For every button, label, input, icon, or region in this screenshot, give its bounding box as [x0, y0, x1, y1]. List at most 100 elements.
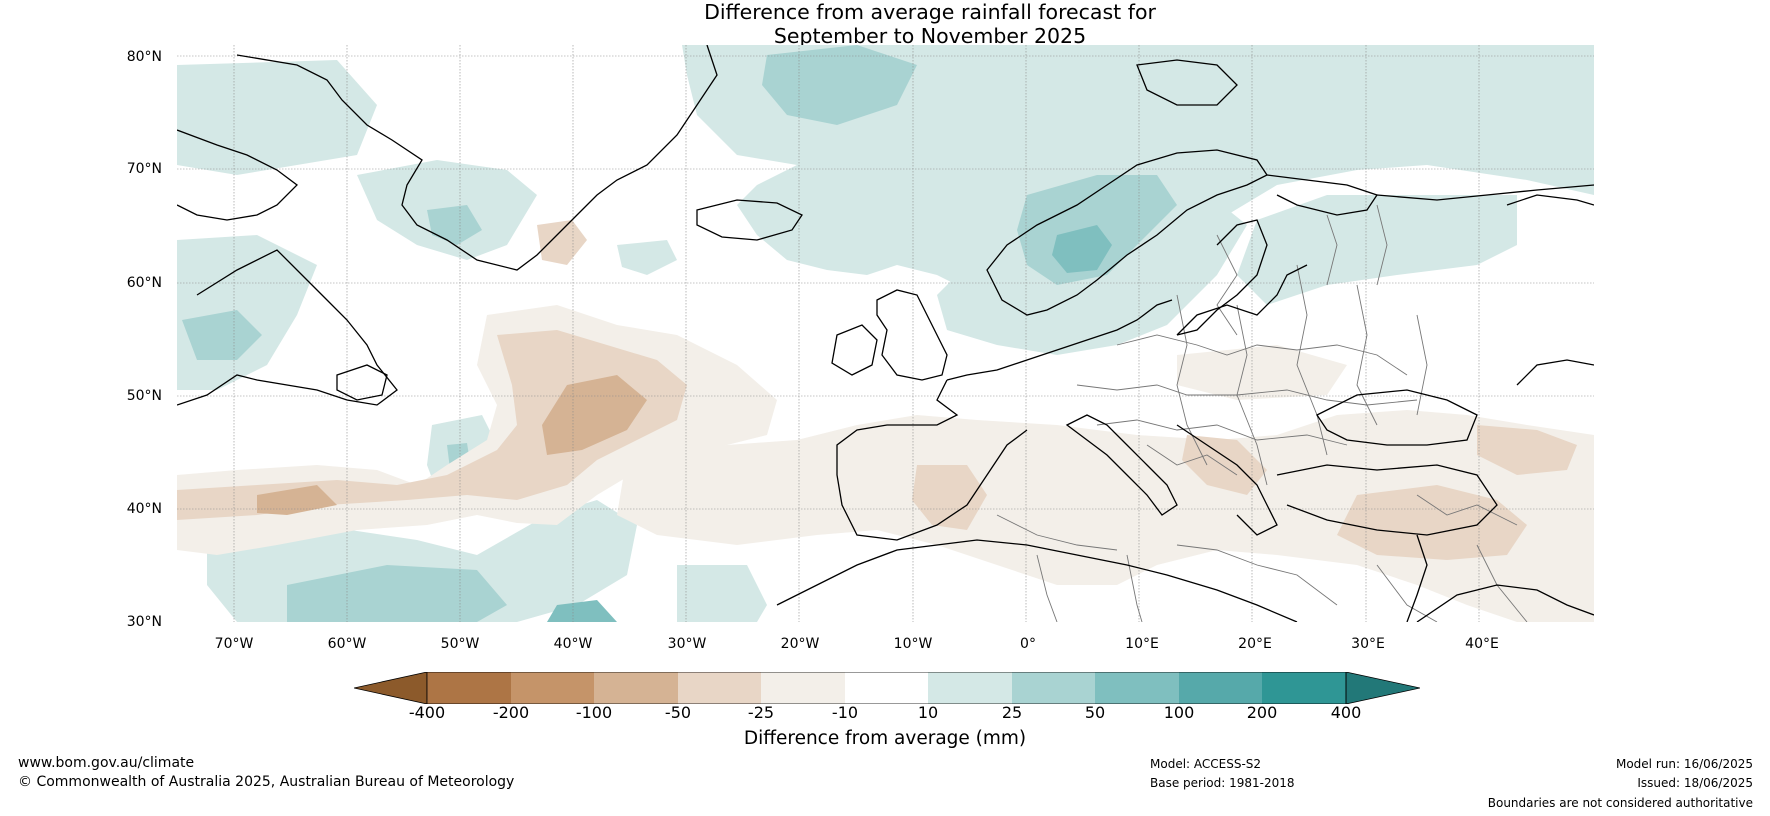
colorbar-tick-10: 200	[1246, 703, 1278, 722]
coast-caspian	[1516, 359, 1594, 386]
country-borders	[996, 204, 1528, 622]
colorbar-bin-8	[1012, 672, 1095, 704]
dry-region-turkey	[1337, 485, 1527, 560]
colorbar-tick-1: -200	[492, 703, 530, 722]
wet-region-baffin	[177, 60, 377, 175]
base-period: Base period: 1981-2018	[1150, 776, 1295, 790]
colorbar-bin-5	[761, 672, 845, 704]
lat-label-50n: 50°N	[126, 388, 162, 404]
map-canvas	[177, 45, 1594, 622]
lon-label-60w: 60°W	[327, 636, 367, 652]
colorbar-tick-11: 400	[1330, 703, 1362, 722]
lat-label-70n: 70°N	[126, 161, 162, 177]
lat-label-60n: 60°N	[126, 275, 162, 291]
lon-label-10e: 10°E	[1125, 636, 1159, 652]
wet-region-greenland-north	[762, 45, 917, 125]
dry-anomaly-layer	[177, 220, 1594, 622]
colorbar-tick-7: 25	[1001, 703, 1023, 722]
wet-region-mid-atlantic-small	[617, 240, 677, 275]
colorbar-tick-8: 50	[1084, 703, 1106, 722]
colorbar-extend-high	[1345, 672, 1420, 704]
lon-label-10w: 10°W	[893, 636, 933, 652]
coast-africa	[776, 539, 1298, 622]
coast-baltic	[1176, 264, 1308, 336]
coast-norway	[986, 149, 1268, 316]
wet-region-labrador-core	[182, 310, 262, 360]
coast-italy	[1065, 414, 1178, 516]
copyright-text: © Commonwealth of Australia 2025, Austra…	[18, 774, 515, 790]
colorbar-label: Difference from average (mm)	[743, 728, 1027, 749]
dry-region-central-europe	[1177, 345, 1347, 400]
colorbar-tick-9: 100	[1163, 703, 1195, 722]
website-link[interactable]: www.bom.gov.au/climate	[18, 755, 195, 771]
wet-region-east-atlantic	[677, 565, 767, 622]
coast-novaya	[1506, 194, 1594, 206]
rainfall-map: 80°N 70°N 60°N 50°N 40°N 30°N	[127, 45, 1594, 630]
lon-label-30w: 30°W	[667, 636, 707, 652]
colorbar-bin-3	[594, 672, 678, 704]
model-name: Model: ACCESS-S2	[1150, 757, 1262, 771]
lat-label-80n: 80°N	[126, 49, 162, 65]
lon-label-0: 0°	[1020, 636, 1036, 652]
colorbar-tick-6: 10	[917, 703, 939, 722]
dry-region-central-atlantic-core	[542, 375, 647, 455]
coast-red-sea	[1416, 584, 1594, 622]
coast-svalbard	[1136, 59, 1238, 106]
lon-label-40e: 40°E	[1465, 636, 1499, 652]
colorbar-tick-4: -25	[747, 703, 775, 722]
dry-region-west-band-core	[257, 485, 337, 515]
coast-kola	[1266, 174, 1379, 216]
lon-label-20w: 20°W	[780, 636, 820, 652]
wet-region-scandinavia	[1237, 195, 1517, 305]
coast-baffin	[177, 129, 298, 221]
issued-date: Issued: 18/06/2025	[1637, 776, 1753, 790]
lat-label-40n: 40°N	[126, 501, 162, 517]
coast-turkey	[1276, 464, 1498, 536]
coast-greenland	[236, 45, 718, 271]
coast-europe-west	[946, 299, 1173, 381]
coast-balkans	[1176, 424, 1278, 536]
coast-france-iberia	[836, 379, 1028, 541]
colorbar-bin-2	[511, 672, 594, 704]
lon-label-20e: 20°E	[1238, 636, 1272, 652]
colorbar-bin-4	[678, 672, 761, 704]
colorbar-tick-2: -100	[575, 703, 613, 722]
lon-label-50w: 50°W	[440, 636, 480, 652]
lon-label-70w: 70°W	[214, 636, 254, 652]
title-line-2: September to November 2025	[773, 24, 1087, 48]
coast-labrador	[177, 249, 398, 406]
wet-region-subtropic-core	[287, 565, 507, 622]
coastlines	[177, 45, 1594, 622]
model-run-date: Model run: 16/06/2025	[1615, 757, 1753, 771]
wet-region-south-greenland-core	[427, 205, 482, 245]
wet-region-norway-core	[1052, 225, 1112, 273]
dry-region-europe-south	[617, 410, 1594, 622]
dry-region-greenland-tip	[537, 220, 587, 265]
colorbar-bin-11	[1262, 672, 1346, 704]
colorbar-bin-9	[1095, 672, 1179, 704]
colorbar	[354, 672, 1420, 704]
colorbar-bin-1	[427, 672, 511, 704]
coast-ireland	[831, 324, 878, 376]
colorbar-tick-5: -10	[831, 703, 859, 722]
coast-russia-north	[1376, 184, 1594, 201]
coast-bothnia	[1176, 219, 1268, 336]
colorbar-extend-low	[354, 672, 428, 704]
colorbar-tick-3: -50	[664, 703, 692, 722]
colorbar-bin-6	[845, 672, 928, 704]
map-title: Difference from average rainfall forecas…	[0, 0, 1770, 48]
wet-anomaly-layer	[177, 45, 1594, 622]
coast-black-sea	[1316, 389, 1478, 446]
lat-label-30n: 30°N	[126, 614, 162, 630]
dry-region-caspian	[1477, 425, 1577, 475]
coast-levant	[1406, 534, 1428, 622]
coast-newfoundland	[336, 364, 388, 401]
title-line-1: Difference from average rainfall forecas…	[704, 0, 1156, 24]
dry-region-balkans	[1182, 435, 1267, 495]
coast-uk	[876, 289, 948, 381]
lon-label-40w: 40°W	[553, 636, 593, 652]
colorbar-bin-7	[928, 672, 1012, 704]
colorbar-bin-10	[1179, 672, 1262, 704]
colorbar-tick-0: -400	[408, 703, 446, 722]
wet-region-subtropic-peak	[547, 600, 617, 622]
